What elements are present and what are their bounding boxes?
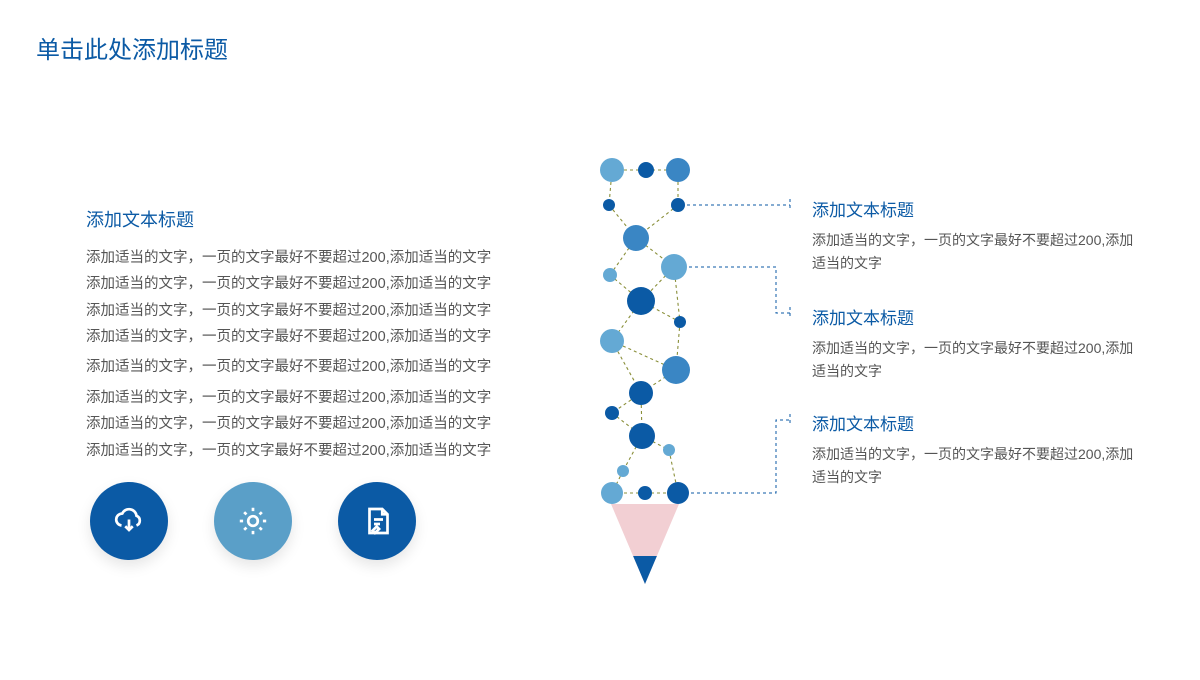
right-item-body: 添加适当的文字，一页的文字最好不要超过200,添加适当的文字 bbox=[812, 337, 1142, 383]
right-item-title: 添加文本标题 bbox=[812, 410, 1142, 435]
right-item-3: 添加文本标题添加适当的文字，一页的文字最好不要超过200,添加适当的文字 bbox=[812, 410, 1142, 489]
right-item-title: 添加文本标题 bbox=[812, 196, 1142, 221]
page-title: 单击此处添加标题 bbox=[36, 30, 228, 65]
right-item-body: 添加适当的文字，一页的文字最好不要超过200,添加适当的文字 bbox=[812, 443, 1142, 489]
body-line: 添加适当的文字，一页的文字最好不要超过200,添加适当的文字 bbox=[86, 325, 516, 349]
body-line: 添加适当的文字，一页的文字最好不要超过200,添加适当的文字 bbox=[86, 246, 516, 270]
body-line: 添加适当的文字，一页的文字最好不要超过200,添加适当的文字 bbox=[86, 412, 516, 436]
right-item-body: 添加适当的文字，一页的文字最好不要超过200,添加适当的文字 bbox=[812, 229, 1142, 275]
body-line: 添加适当的文字，一页的文字最好不要超过200,添加适当的文字 bbox=[86, 439, 516, 463]
gear-icon bbox=[214, 482, 292, 560]
body-line: 添加适当的文字，一页的文字最好不要超过200,添加适当的文字 bbox=[86, 386, 516, 410]
left-content: 添加文本标题 添加适当的文字，一页的文字最好不要超过200,添加适当的文字添加适… bbox=[86, 206, 516, 465]
left-body: 添加适当的文字，一页的文字最好不要超过200,添加适当的文字添加适当的文字，一页… bbox=[86, 246, 516, 463]
right-item-title: 添加文本标题 bbox=[812, 304, 1142, 329]
right-item-1: 添加文本标题添加适当的文字，一页的文字最好不要超过200,添加适当的文字 bbox=[812, 196, 1142, 275]
right-item-2: 添加文本标题添加适当的文字，一页的文字最好不要超过200,添加适当的文字 bbox=[812, 304, 1142, 383]
pencil-network-diagram bbox=[598, 156, 698, 616]
body-line: 添加适当的文字，一页的文字最好不要超过200,添加适当的文字 bbox=[86, 355, 516, 379]
body-line: 添加适当的文字，一页的文字最好不要超过200,添加适当的文字 bbox=[86, 272, 516, 296]
cloud-download-icon bbox=[90, 482, 168, 560]
icon-row bbox=[90, 482, 416, 560]
document-edit-icon bbox=[338, 482, 416, 560]
left-heading: 添加文本标题 bbox=[86, 206, 516, 232]
body-line: 添加适当的文字，一页的文字最好不要超过200,添加适当的文字 bbox=[86, 299, 516, 323]
